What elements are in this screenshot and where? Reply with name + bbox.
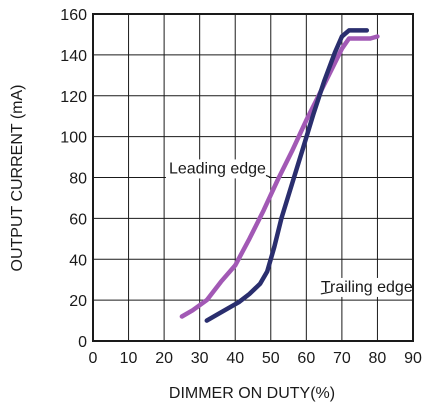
y-tick-label: 140 — [60, 48, 87, 65]
y-tick-label: 20 — [69, 293, 87, 310]
y-tick-label: 160 — [60, 7, 87, 24]
x-axis-title: DIMMER ON DUTY(%) — [169, 385, 335, 402]
x-tick-label: 80 — [369, 350, 387, 367]
annotation-label-trailing-edge: Trailing edge — [321, 279, 413, 296]
x-tick-label: 20 — [155, 350, 173, 367]
y-tick-label: 40 — [69, 252, 87, 269]
x-tick-label: 30 — [191, 350, 209, 367]
series-layer — [179, 28, 380, 323]
x-tick-label: 0 — [89, 350, 98, 367]
y-tick-label: 100 — [60, 130, 87, 147]
y-tick-label: 120 — [60, 89, 87, 106]
annotations: Leading edge Trailing edge — [165, 159, 416, 297]
x-tick-label: 40 — [226, 350, 244, 367]
x-tick-label: 10 — [120, 350, 138, 367]
series-line-trailing-edge — [204, 28, 370, 323]
x-tick-label: 90 — [404, 350, 422, 367]
x-tick-label: 50 — [262, 350, 280, 367]
series-line-leading-edge — [179, 34, 380, 319]
y-tick-labels: 0 20 40 60 80 100 120 140 160 — [60, 7, 87, 351]
y-tick-label: 80 — [69, 171, 87, 188]
x-tick-labels: 0 10 20 30 40 50 60 70 80 90 — [89, 350, 422, 367]
annotation-label-leading-edge: Leading edge — [169, 160, 266, 177]
x-tick-label: 60 — [297, 350, 315, 367]
annotation-leader-trailing-edge — [320, 291, 332, 295]
x-tick-label: 70 — [333, 350, 351, 367]
annotation-backing-leading-edge — [165, 159, 270, 179]
y-tick-label: 0 — [78, 334, 87, 351]
annotation-leader-leading-edge — [265, 174, 272, 179]
annotation-backing-trailing-edge — [317, 277, 416, 297]
y-tick-label: 60 — [69, 211, 87, 228]
y-axis-title: OUTPUT CURRENT (mA) — [9, 85, 26, 272]
plot-frame — [92, 13, 414, 342]
